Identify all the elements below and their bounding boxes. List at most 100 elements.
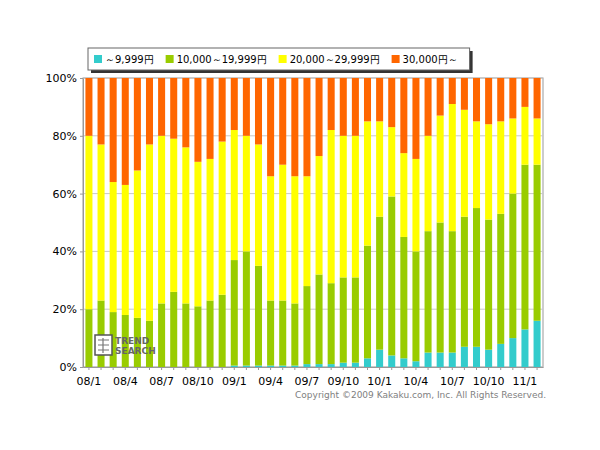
bar-segment	[364, 121, 371, 245]
tick: 0%	[60, 361, 83, 374]
tick-mark	[476, 367, 477, 370]
tick-label: 09/7	[295, 375, 320, 388]
bar-segment	[497, 121, 504, 213]
tick-label: 08/7	[149, 375, 174, 388]
tick-mark	[524, 367, 525, 370]
bar-segment	[388, 196, 395, 355]
bar-segment	[340, 78, 347, 136]
copyright: Copyright ©2009 Kakaku.com, Inc. All Rig…	[295, 390, 546, 400]
bar-segment	[146, 78, 153, 144]
bar-segment	[146, 144, 153, 320]
tick-mark	[367, 367, 368, 370]
bar-segment	[534, 118, 541, 164]
tick-label: 0%	[60, 361, 77, 374]
tick-label: 10/4	[404, 375, 429, 388]
tick	[149, 367, 150, 370]
tick	[294, 367, 295, 370]
tick	[500, 367, 501, 370]
bar-segment	[400, 358, 407, 367]
bar-segment	[279, 165, 286, 301]
bar-segment	[449, 353, 456, 367]
bar-segment	[437, 78, 444, 116]
tick	[331, 367, 332, 370]
tick-label: 80%	[53, 130, 77, 143]
bar-segment	[449, 104, 456, 231]
tick-label: 11/1	[513, 375, 538, 388]
bar-segment	[461, 217, 468, 347]
tick-mark	[222, 367, 223, 370]
tick: 09/4	[258, 367, 283, 388]
bar-segment	[521, 107, 528, 165]
bar-segment	[255, 266, 262, 366]
bar-segment	[279, 78, 286, 165]
bar-segment	[364, 246, 371, 359]
bar-segment	[449, 231, 456, 352]
bar-segment	[316, 156, 323, 274]
bar-segment	[170, 139, 177, 292]
tick: 08/7	[149, 367, 174, 388]
tick-mark	[440, 367, 441, 370]
bars	[85, 78, 540, 367]
tick	[113, 367, 114, 370]
bar-segment	[509, 78, 516, 118]
tick-label: 10/1	[367, 375, 392, 388]
bar-segment	[219, 142, 226, 295]
series	[231, 321, 541, 367]
tick	[440, 367, 441, 370]
bar-segment	[267, 366, 274, 367]
tick-mark	[80, 367, 83, 368]
tick-mark	[500, 367, 501, 370]
tick-mark	[403, 367, 404, 370]
tick-mark	[464, 367, 465, 370]
bar-segment	[85, 78, 92, 136]
tick	[428, 367, 429, 370]
tick	[222, 367, 223, 370]
bar-segment	[425, 136, 432, 231]
bar-segment	[134, 170, 141, 317]
bar-segment	[400, 153, 407, 237]
bar-segment	[473, 347, 480, 367]
bar-segment	[243, 78, 250, 136]
tick-mark	[331, 367, 332, 370]
bar-segment	[521, 78, 528, 107]
tick-label: 08/1	[77, 375, 102, 388]
tick-mark	[125, 367, 126, 370]
tick-mark	[246, 367, 247, 370]
tick	[403, 367, 404, 370]
bar-segment	[328, 130, 335, 283]
tick: 08/4	[113, 367, 138, 388]
tick	[101, 367, 102, 370]
bar-segment	[388, 355, 395, 367]
bar-segment	[303, 364, 310, 367]
bar-segment	[182, 78, 189, 147]
bar-segment	[98, 144, 105, 300]
tick-mark	[137, 367, 138, 370]
tick-mark	[80, 78, 83, 79]
bar-segment	[291, 366, 298, 367]
bar-segment	[231, 78, 238, 130]
tick-label: 09/1	[222, 375, 247, 388]
tick-mark	[80, 194, 83, 195]
bar-segment	[291, 176, 298, 303]
bar-segment	[110, 78, 117, 182]
legend-swatch	[166, 55, 174, 63]
series	[85, 104, 540, 321]
bar-segment	[425, 78, 432, 136]
tick-label: 100%	[46, 72, 77, 85]
tick	[367, 367, 368, 370]
tick-mark	[210, 367, 211, 370]
bar-segment	[98, 78, 105, 144]
bar-segment	[291, 78, 298, 176]
tick-label: 40%	[53, 245, 77, 258]
bar-segment	[328, 78, 335, 130]
tick-mark	[391, 367, 392, 370]
bar-segment	[231, 260, 238, 365]
plot-area	[83, 78, 543, 367]
legend-swatch	[279, 55, 287, 63]
bar-segment	[485, 220, 492, 350]
bar-segment	[85, 309, 92, 367]
tick	[210, 367, 211, 370]
bar-segment	[207, 159, 214, 301]
tick-mark	[80, 136, 83, 137]
tick-mark	[234, 367, 235, 370]
